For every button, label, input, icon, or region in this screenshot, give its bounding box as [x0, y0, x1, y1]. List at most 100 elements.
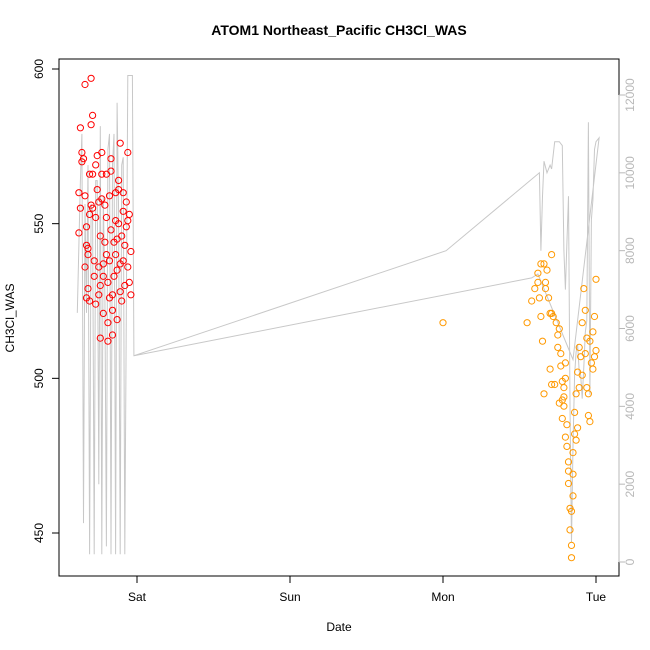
data-point-red-14	[84, 251, 92, 259]
data-point-red-26	[90, 272, 98, 280]
data-point-orange-68	[581, 350, 589, 358]
data-point-orange-42	[575, 343, 583, 351]
data-point-orange-63	[561, 433, 570, 441]
data-point-red-0	[75, 229, 83, 237]
data-point-red-48	[102, 251, 111, 259]
data-point-red-55	[107, 155, 115, 163]
data-point-red-22	[89, 111, 97, 120]
data-point-orange-15	[552, 319, 560, 327]
data-point-orange-9	[543, 266, 551, 274]
y-tick-label: 600	[32, 59, 46, 79]
data-point-red-82	[122, 223, 130, 231]
data-point-orange-70	[589, 365, 597, 373]
data-point-red-72	[116, 139, 124, 147]
data-point-red-30	[93, 186, 101, 194]
data-point-red-25	[90, 257, 98, 265]
data-point-orange-7	[541, 278, 550, 286]
data-point-orange-76	[569, 470, 577, 478]
data-point-red-77	[119, 207, 127, 215]
data-point-orange-62	[558, 414, 566, 423]
data-point-red-61	[110, 272, 118, 280]
data-point-red-79	[119, 257, 127, 265]
data-point-orange-23	[560, 393, 568, 401]
data-point-red-39	[98, 148, 106, 157]
data-point-orange-58	[538, 337, 547, 345]
data-point-orange-40	[572, 390, 580, 398]
data-point-red-70	[115, 176, 123, 184]
data-point-red-74	[116, 288, 124, 296]
data-point-orange-72	[592, 346, 600, 355]
data-point-red-58	[108, 291, 117, 299]
data-point-red-76	[118, 232, 126, 240]
data-point-red-85	[124, 217, 132, 225]
data-point-red-51	[104, 319, 112, 327]
data-point-orange-2	[534, 278, 542, 286]
data-point-orange-26	[561, 374, 570, 382]
data-point-red-29	[92, 161, 100, 169]
data-point-red-83	[122, 198, 130, 206]
plot-frame	[58, 58, 620, 577]
data-point-red-12	[82, 223, 91, 231]
data-point-red-35	[96, 334, 104, 342]
right-tick-label: 8000	[623, 237, 637, 264]
data-point-orange-1	[534, 269, 542, 277]
data-point-orange-13	[548, 251, 556, 259]
right-tick-label: 6000	[623, 315, 637, 342]
x-axis-label: Date	[326, 620, 352, 634]
data-point-red-89	[127, 247, 135, 256]
data-point-red-44	[101, 238, 109, 246]
data-point-red-47	[102, 213, 111, 222]
data-point-orange-27	[563, 421, 571, 429]
data-point-orange-71	[590, 353, 599, 361]
data-point-orange-65	[572, 436, 580, 444]
data-point-red-54	[105, 192, 114, 200]
data-point-orange-54	[592, 275, 600, 283]
data-point-orange-30	[564, 458, 573, 466]
data-point-orange-32	[566, 526, 574, 534]
data-point-red-24	[89, 204, 97, 212]
data-point-orange-37	[569, 449, 577, 457]
x-axis: Sat Sun Mon Tue	[128, 575, 606, 604]
data-point-orange-0	[439, 319, 447, 327]
data-point-orange-28	[563, 442, 571, 450]
data-point-orange-34	[567, 554, 576, 562]
data-point-orange-17	[554, 343, 562, 351]
data-point-red-37	[96, 232, 104, 240]
data-point-orange-3	[535, 294, 544, 302]
scatter-points-layer	[75, 74, 600, 562]
right-tick-label: 0	[623, 558, 637, 565]
data-point-red-45	[101, 201, 109, 209]
y-tick-label: 550	[32, 213, 46, 233]
chart-title: ATOM1 Northeast_Pacific CH3Cl_WAS	[211, 22, 466, 38]
data-point-orange-38	[571, 430, 579, 438]
data-point-red-56	[107, 167, 115, 175]
data-point-red-71	[115, 220, 123, 228]
data-point-red-86	[124, 263, 132, 271]
right-tick-label: 2000	[623, 470, 637, 497]
data-point-red-60	[108, 331, 117, 339]
data-point-red-18	[86, 170, 94, 178]
data-point-red-6	[79, 155, 88, 163]
right-tick-label: 10000	[623, 156, 637, 190]
data-point-red-87	[125, 278, 133, 286]
data-point-orange-47	[583, 384, 591, 392]
data-point-orange-48	[584, 390, 593, 398]
data-point-red-27	[92, 300, 100, 308]
data-point-red-50	[104, 337, 112, 345]
data-point-red-78	[119, 189, 127, 197]
data-point-red-3	[76, 124, 85, 132]
right-tick-label: 4000	[623, 393, 637, 420]
data-point-orange-78	[583, 334, 591, 342]
data-point-orange-75	[560, 384, 568, 392]
data-point-red-43	[99, 272, 107, 280]
data-point-red-16	[86, 297, 94, 305]
data-point-red-81	[121, 241, 129, 249]
data-point-orange-50	[586, 418, 594, 426]
data-point-orange-46	[581, 306, 589, 314]
data-point-red-49	[104, 278, 112, 286]
data-point-orange-6	[540, 260, 548, 268]
data-point-orange-33	[567, 541, 576, 550]
data-point-red-41	[99, 260, 107, 268]
data-point-orange-57	[531, 285, 539, 293]
